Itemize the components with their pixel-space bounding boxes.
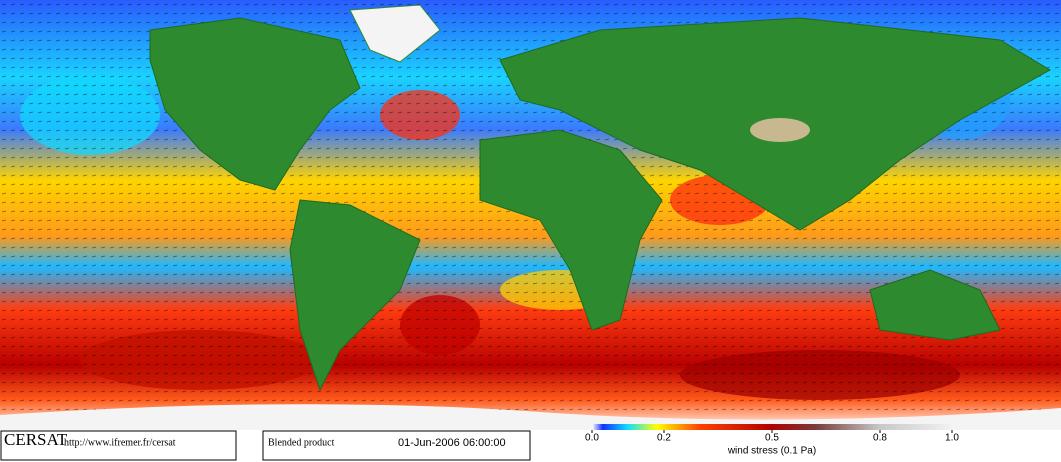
colorbar-label: wind stress (0.1 Pa)	[727, 446, 816, 457]
logo-box	[0, 430, 237, 461]
greenland	[349, 4, 441, 63]
product: Blended product	[268, 437, 335, 448]
colorbar-tick-label: 1.0	[945, 433, 959, 444]
colorbar-tick-label: 0.8	[873, 433, 887, 444]
north-america	[149, 17, 361, 191]
colorbar-tick-label: 0.0	[585, 433, 599, 444]
australia	[869, 269, 1001, 341]
product-box	[262, 430, 531, 461]
colorbar-ticks: 0.0 0.2 0.5 0.8 1.0	[585, 430, 959, 444]
colorbar-tick-label: 0.2	[657, 433, 671, 444]
africa	[479, 129, 663, 331]
colorbar	[592, 424, 952, 430]
logo: CERSAT	[4, 430, 68, 449]
colorbar-tick-label: 0.5	[765, 433, 779, 444]
date: 01-Jun-2006 06:00:00	[398, 437, 506, 449]
antarctica	[0, 404, 1061, 430]
south-america	[289, 199, 421, 392]
url: http://www.ifremer.fr/cersat	[64, 437, 176, 448]
tibet	[750, 118, 810, 142]
